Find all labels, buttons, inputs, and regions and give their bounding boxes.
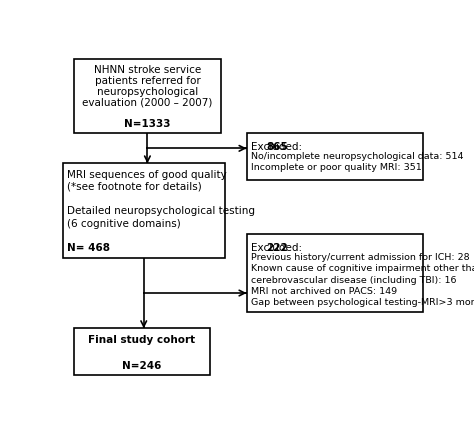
Text: N=1333: N=1333 — [124, 119, 171, 129]
Text: Previous history/current admission for ICH: 28: Previous history/current admission for I… — [251, 253, 470, 262]
Bar — [246, 234, 423, 312]
Text: Excluded:: Excluded: — [251, 142, 305, 152]
Text: 222: 222 — [266, 243, 288, 253]
Text: Known cause of cognitive impairment other than: Known cause of cognitive impairment othe… — [251, 264, 474, 273]
Text: Final study cohort: Final study cohort — [88, 335, 195, 345]
Text: 865: 865 — [266, 142, 288, 152]
Bar — [246, 133, 423, 180]
Bar — [74, 59, 221, 133]
Text: Excluded:: Excluded: — [251, 243, 305, 253]
Text: patients referred for: patients referred for — [94, 76, 201, 86]
Bar — [63, 163, 225, 258]
Text: N=246: N=246 — [122, 361, 162, 371]
Text: (6 cognitive domains): (6 cognitive domains) — [67, 218, 181, 229]
Text: NHNN stroke service: NHNN stroke service — [94, 65, 201, 75]
Text: Detailed neuropsychological testing: Detailed neuropsychological testing — [67, 206, 255, 216]
Text: Gap between psychological testing-MRI>3 months: 29: Gap between psychological testing-MRI>3 … — [251, 298, 474, 307]
Text: N= 468: N= 468 — [67, 243, 110, 253]
Text: MRI not archived on PACS: 149: MRI not archived on PACS: 149 — [251, 287, 397, 296]
Bar — [74, 328, 210, 375]
Text: (*see footnote for details): (*see footnote for details) — [67, 182, 202, 192]
Text: No/incomplete neuropsychological data: 514: No/incomplete neuropsychological data: 5… — [251, 152, 464, 161]
Text: evaluation (2000 – 2007): evaluation (2000 – 2007) — [82, 97, 213, 108]
Text: cerebrovascular disease (including TBI): 16: cerebrovascular disease (including TBI):… — [251, 276, 456, 284]
Text: Incomplete or poor quality MRI: 351: Incomplete or poor quality MRI: 351 — [251, 163, 422, 172]
Text: neuropsychological: neuropsychological — [97, 87, 198, 97]
Text: MRI sequences of good quality: MRI sequences of good quality — [67, 170, 227, 180]
